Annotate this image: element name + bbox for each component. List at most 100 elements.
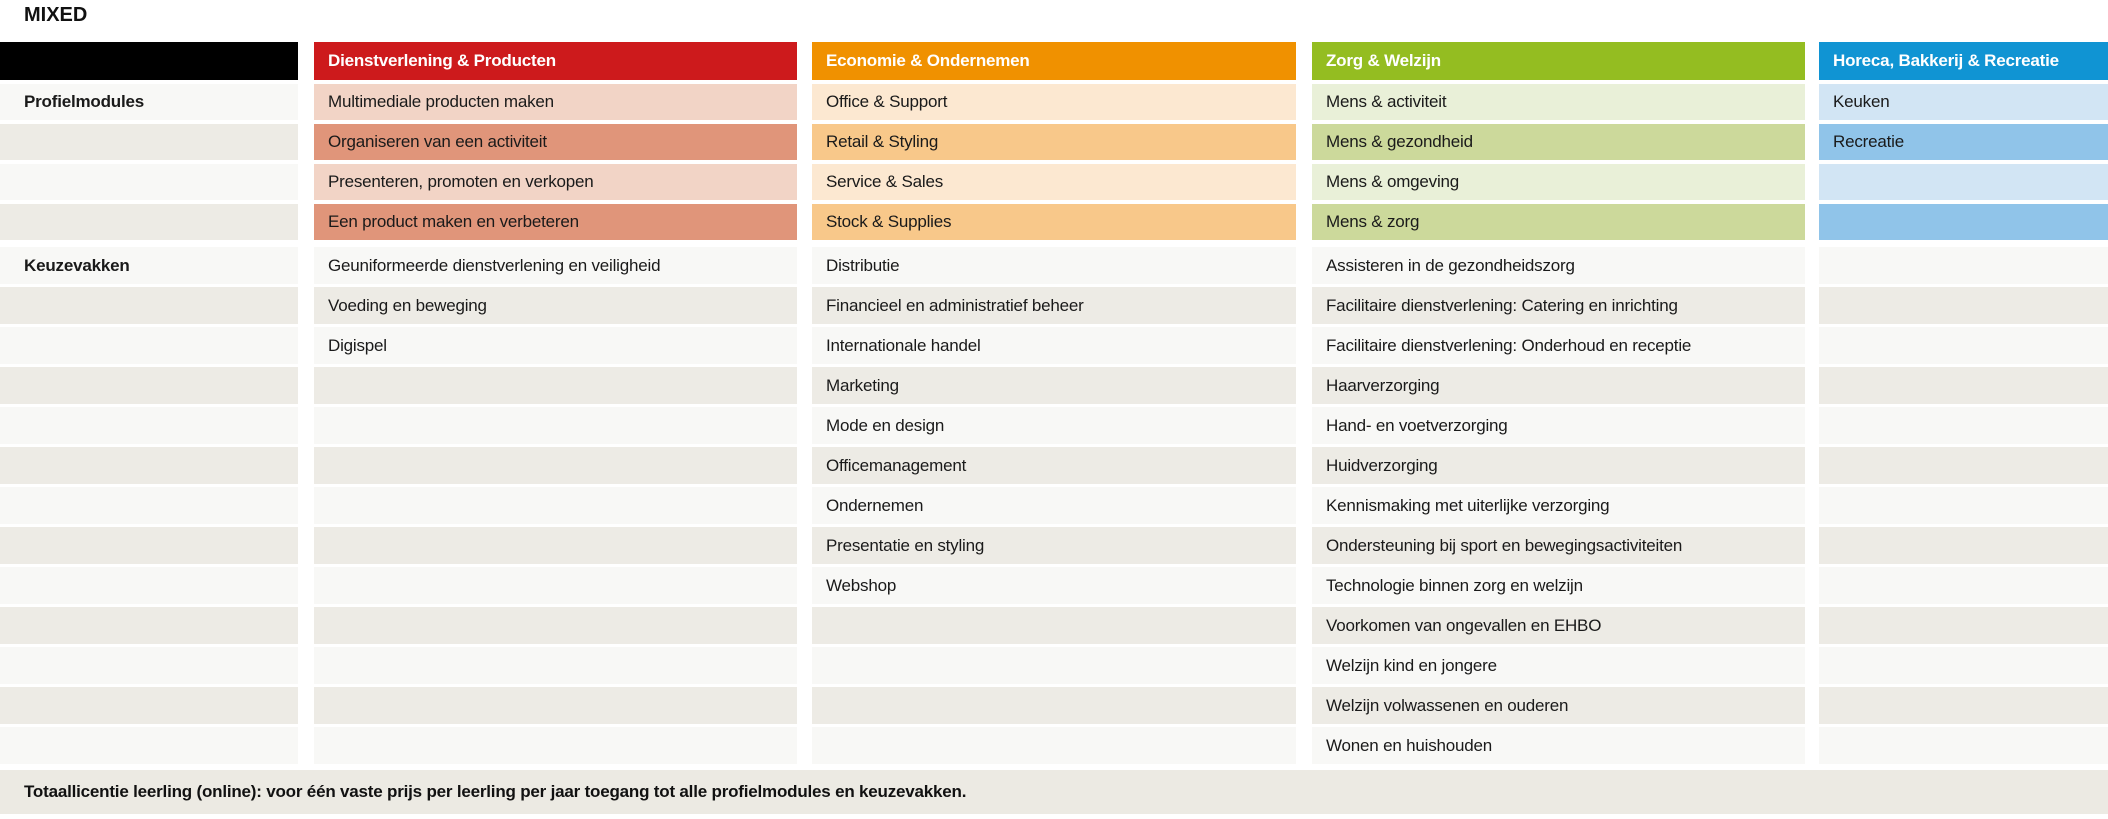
column-header-dienstverlening-producten: Dienstverlening & Producten	[314, 42, 797, 80]
keuzevak-cell	[1819, 247, 2108, 284]
keuzevak-cell	[314, 567, 797, 604]
profile-module-cell	[1819, 204, 2108, 240]
keuzevak-cell	[1819, 327, 2108, 364]
column-header-economie-ondernemen: Economie & Ondernemen	[812, 42, 1296, 80]
profile-module-cell: Service & Sales	[812, 164, 1296, 200]
label-row	[0, 447, 298, 484]
label-row	[0, 287, 298, 324]
keuzevak-cell	[1819, 607, 2108, 644]
keuzevak-cell: Ondernemen	[812, 487, 1296, 524]
keuzevak-cell	[812, 647, 1296, 684]
keuzevak-cell: Geuniformeerde dienstverlening en veilig…	[314, 247, 797, 284]
label-row	[0, 487, 298, 524]
label-row	[0, 647, 298, 684]
keuzevak-cell: Digispel	[314, 327, 797, 364]
profile-module-cell	[1819, 164, 2108, 200]
keuzevak-cell: Presentatie en styling	[812, 527, 1296, 564]
keuzevak-cell	[314, 687, 797, 724]
profile-module-cell: Een product maken en verbeteren	[314, 204, 797, 240]
keuzevak-cell: Marketing	[812, 367, 1296, 404]
profile-module-cell: Mens & gezondheid	[1312, 124, 1805, 160]
keuzevak-cell	[314, 407, 797, 444]
keuzevak-cell	[1819, 287, 2108, 324]
label-row	[0, 407, 298, 444]
footer-bar: Totaallicentie leerling (online): voor é…	[0, 770, 2108, 814]
label-row	[0, 527, 298, 564]
section-label-profielmodules: Profielmodules	[0, 84, 298, 120]
section-label-keuzevakken: Keuzevakken	[0, 247, 298, 284]
keuzevak-cell	[314, 447, 797, 484]
profile-module-cell: Mens & activiteit	[1312, 84, 1805, 120]
keuzevak-cell: Ondersteuning bij sport en bewegingsacti…	[1312, 527, 1805, 564]
keuzevak-cell: Welzijn volwassenen en ouderen	[1312, 687, 1805, 724]
profile-module-cell: Keuken	[1819, 84, 2108, 120]
keuzevak-cell: Webshop	[812, 567, 1296, 604]
keuzevak-cell	[314, 367, 797, 404]
label-row	[0, 607, 298, 644]
keuzevak-cell: Kennismaking met uiterlijke verzorging	[1312, 487, 1805, 524]
keuzevak-cell	[314, 607, 797, 644]
profile-module-cell: Multimediale producten maken	[314, 84, 797, 120]
keuzevak-cell: Wonen en huishouden	[1312, 727, 1805, 764]
keuzevak-cell: Voeding en beweging	[314, 287, 797, 324]
keuzevak-cell	[812, 727, 1296, 764]
keuzevak-cell	[812, 687, 1296, 724]
profile-column-horeca-bakkerij-recreatie: Horeca, Bakkerij & Recreatie Keuken Recrea…	[1819, 42, 2108, 764]
profile-table: Profielmodules Keuzevakken Dienstverlening…	[0, 42, 2108, 764]
label-row	[0, 204, 298, 240]
keuzevak-cell: Huidverzorging	[1312, 447, 1805, 484]
profile-column-dienstverlening-producten: Dienstverlening & Producten Multimediale …	[314, 42, 797, 764]
keuzevak-cell	[1819, 407, 2108, 444]
label-row	[0, 124, 298, 160]
keuzevak-cell	[1819, 447, 2108, 484]
keuzevak-cell	[314, 487, 797, 524]
profile-column-economie-ondernemen: Economie & Ondernemen Office & Support Ret…	[812, 42, 1296, 764]
keuzevak-cell: Haarverzorging	[1312, 367, 1805, 404]
label-row	[0, 367, 298, 404]
keuzevak-cell: Assisteren in de gezondheidszorg	[1312, 247, 1805, 284]
keuzevak-cell: Voorkomen van ongevallen en EHBO	[1312, 607, 1805, 644]
keuzevak-cell	[1819, 567, 2108, 604]
profile-module-cell: Organiseren van een activiteit	[314, 124, 797, 160]
keuzevak-cell	[1819, 647, 2108, 684]
keuzevak-cell: Distributie	[812, 247, 1296, 284]
profile-module-cell: Retail & Styling	[812, 124, 1296, 160]
label-row	[0, 327, 298, 364]
label-column-header	[0, 42, 298, 80]
profile-module-cell: Stock & Supplies	[812, 204, 1296, 240]
keuzevak-cell: Mode en design	[812, 407, 1296, 444]
keuzevak-cell	[1819, 687, 2108, 724]
column-header-zorg-welzijn: Zorg & Welzijn	[1312, 42, 1805, 80]
keuzevak-cell: Officemanagement	[812, 447, 1296, 484]
profile-module-cell: Presenteren, promoten en verkopen	[314, 164, 797, 200]
keuzevak-cell: Financieel en administratief beheer	[812, 287, 1296, 324]
keuzevak-cell	[812, 607, 1296, 644]
keuzevak-cell	[1819, 487, 2108, 524]
row-label-column: Profielmodules Keuzevakken	[0, 42, 298, 764]
label-row	[0, 687, 298, 724]
keuzevak-cell: Welzijn kind en jongere	[1312, 647, 1805, 684]
keuzevak-cell: Facilitaire dienstverlening: Onderhoud e…	[1312, 327, 1805, 364]
keuzevak-cell	[314, 727, 797, 764]
label-row	[0, 567, 298, 604]
keuzevak-cell	[1819, 527, 2108, 564]
profile-module-cell: Recreatie	[1819, 124, 2108, 160]
keuzevak-cell: Technologie binnen zorg en welzijn	[1312, 567, 1805, 604]
label-row	[0, 164, 298, 200]
keuzevak-cell: Facilitaire dienstverlening: Catering en…	[1312, 287, 1805, 324]
keuzevak-cell	[1819, 367, 2108, 404]
keuzevak-cell: Hand- en voetverzorging	[1312, 407, 1805, 444]
label-row	[0, 727, 298, 764]
footer-license-note: Totaallicentie leerling (online): voor é…	[24, 782, 967, 801]
keuzevak-cell	[1819, 727, 2108, 764]
page-title: MIXED	[24, 4, 88, 26]
column-header-horeca-bakkerij-recreatie: Horeca, Bakkerij & Recreatie	[1819, 42, 2108, 80]
profile-column-zorg-welzijn: Zorg & Welzijn Mens & activiteit Mens & ge…	[1312, 42, 1805, 764]
profile-module-cell: Mens & zorg	[1312, 204, 1805, 240]
profile-module-cell: Mens & omgeving	[1312, 164, 1805, 200]
keuzevak-cell	[314, 527, 797, 564]
keuzevak-cell: Internationale handel	[812, 327, 1296, 364]
keuzevak-cell	[314, 647, 797, 684]
profile-module-cell: Office & Support	[812, 84, 1296, 120]
